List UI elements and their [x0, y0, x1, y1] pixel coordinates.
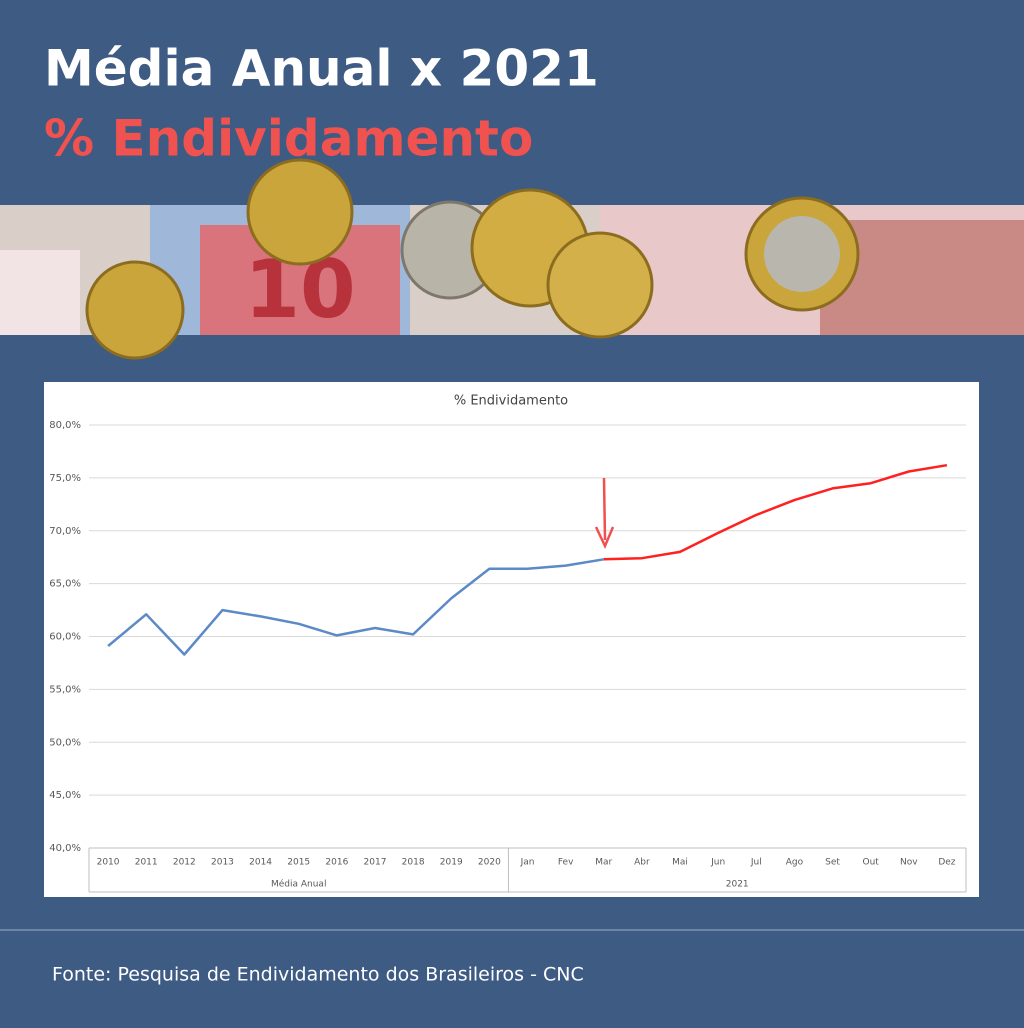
x-tick-label: 2010: [97, 858, 120, 868]
x-tick-label: Abr: [634, 858, 650, 868]
x-tick-label: Jul: [750, 858, 762, 868]
x-tick-label: 2011: [135, 858, 158, 868]
x-tick-label: Fev: [558, 858, 574, 868]
x-tick-label: Set: [825, 858, 840, 868]
x-tick-label: 2019: [440, 858, 463, 868]
source: Fonte: Pesquisa de Endividamento dos Bra…: [52, 964, 584, 986]
coin: [85, 260, 185, 360]
series-line: [603, 463, 948, 561]
series-line: [107, 558, 605, 656]
y-tick-label: 70,0%: [49, 526, 81, 537]
x-tick-label: Nov: [900, 858, 918, 868]
x-tick-label: 2020: [478, 858, 501, 868]
x-tick-label: 2014: [249, 858, 272, 868]
x-tick-label: Mai: [672, 858, 688, 868]
arrow-annotation: [594, 477, 615, 550]
x-tick-label: Out: [863, 858, 880, 868]
y-tick-label: 80,0%: [49, 420, 81, 431]
coin: [246, 158, 354, 266]
plot: 40,0% 45,0% 50,0% 55,0% 60,0% 65,0% 70,0% 75,0%…: [49, 420, 967, 893]
x-tick-label: 2017: [364, 858, 387, 868]
y-tick-label: 50,0%: [49, 737, 81, 748]
y-tick-label: 45,0%: [49, 790, 81, 801]
x-tick-label: 2013: [211, 858, 234, 868]
note: [0, 250, 80, 335]
y-tick-label: 40,0%: [49, 843, 81, 854]
x-tick-label: Ago: [786, 858, 804, 868]
arrow-head: [594, 526, 615, 550]
title: Média Anual x 2021: [44, 40, 599, 98]
chart-title: % Endividamento: [454, 394, 568, 409]
y-tick-label: 55,0%: [49, 684, 81, 695]
x-tick-label: Dez: [938, 858, 955, 868]
subtitle: % Endividamento: [44, 110, 533, 168]
group-label: Média Anual: [271, 879, 326, 890]
y-tick-label: 75,0%: [49, 473, 81, 484]
photo-banner: 10: [0, 158, 1024, 360]
x-tick-label: 2015: [287, 858, 310, 868]
y-tick-label: 60,0%: [49, 632, 81, 643]
arrow-shaft: [602, 477, 607, 541]
y-tick-label: 65,0%: [49, 579, 81, 590]
x-tick-label: 2012: [173, 858, 196, 868]
x-tick-label: Mar: [595, 858, 612, 868]
coin: [546, 231, 654, 339]
coin-center: [764, 216, 840, 292]
x-tick-label: 2016: [325, 858, 348, 868]
x-tick-label: 2018: [402, 858, 425, 868]
group-label: 2021: [726, 880, 749, 890]
x-tick-label: Jun: [710, 858, 725, 868]
chart-panel: [44, 382, 979, 897]
x-tick-label: Jan: [520, 858, 535, 868]
